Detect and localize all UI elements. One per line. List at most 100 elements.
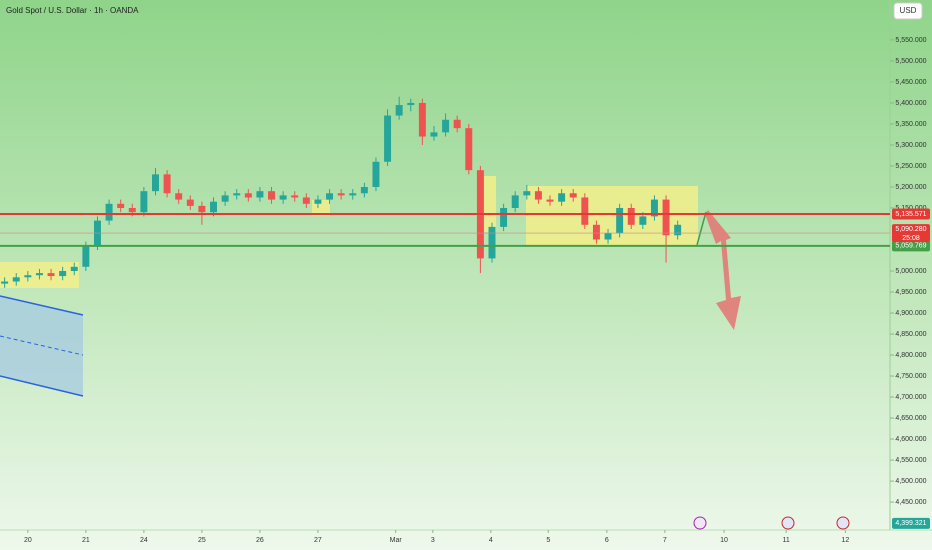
channel-line (0, 375, 84, 397)
channel-midline (0, 335, 84, 356)
y-tick-label: 4,650.000 (895, 415, 926, 422)
candle-body (407, 102, 415, 106)
candle-body (268, 191, 276, 200)
price-tag (892, 517, 930, 529)
candle-body (395, 105, 403, 116)
candle-body (140, 191, 148, 213)
candle-body (500, 207, 508, 227)
candle-body (442, 119, 450, 133)
candle-body (47, 273, 55, 277)
y-tick-label: 5,550.000 (895, 37, 926, 44)
candle-body (82, 245, 90, 267)
candle-body (128, 207, 136, 213)
y-tick-label: 4,600.000 (895, 436, 926, 443)
candle-body (221, 195, 229, 202)
candle-body (337, 193, 345, 196)
y-tick-label: 5,300.000 (895, 142, 926, 149)
candle-body (569, 193, 577, 198)
x-tick-label: 5 (546, 537, 550, 544)
y-tick-label: 4,800.000 (895, 352, 926, 359)
price-tag-label: 4,399.321 (895, 520, 926, 527)
y-tick-label: 5,150.000 (895, 205, 926, 212)
x-tick-label: 4 (489, 537, 493, 544)
price-tag (892, 208, 930, 220)
candle-body (291, 195, 299, 198)
candle-body (534, 191, 542, 200)
x-tick-label: 11 (783, 537, 790, 544)
x-tick-label: 6 (605, 537, 609, 544)
y-tick-label: 5,400.000 (895, 100, 926, 107)
candle-body (523, 191, 531, 196)
candle-body (152, 174, 159, 192)
candle-body (12, 277, 20, 282)
price-tag-label: 5,090.280 (895, 226, 926, 233)
projection-arrow (705, 210, 741, 330)
candle-body (511, 195, 519, 208)
price-tag-label: 5,135.571 (895, 211, 926, 218)
candle-body (592, 224, 600, 240)
channel-line (0, 295, 84, 316)
candle-body (616, 207, 624, 234)
candle-body (175, 193, 183, 200)
y-tick-label: 5,000.000 (895, 268, 926, 275)
x-tick-label: 25 (198, 537, 206, 544)
zone-box (484, 176, 496, 232)
candle-body (198, 205, 206, 213)
currency-button[interactable] (893, 2, 923, 20)
candle-body (1, 281, 9, 284)
price-tag (892, 240, 930, 252)
y-tick-label: 5,200.000 (895, 184, 926, 191)
candle-body (418, 102, 426, 137)
y-tick-label: 4,450.000 (895, 499, 926, 506)
currency-label[interactable]: USD (900, 6, 917, 15)
candle-body (233, 193, 241, 196)
countdown: 25:08 (902, 235, 920, 242)
y-tick-label: 5,500.000 (895, 58, 926, 65)
price-tag (892, 224, 930, 243)
candle-body (488, 226, 496, 259)
candle-body (384, 115, 392, 162)
candle-body (210, 201, 217, 213)
candle-body (349, 193, 357, 196)
candle-body (314, 199, 322, 204)
y-tick-label: 4,950.000 (895, 289, 926, 296)
x-tick-label: 10 (720, 537, 728, 544)
x-tick-label: Mar (390, 537, 403, 544)
candle-body (117, 203, 125, 208)
y-tick-label: 5,450.000 (895, 79, 926, 86)
y-tick-label: 4,850.000 (895, 331, 926, 338)
projection-line (696, 211, 707, 246)
y-tick-label: 5,250.000 (895, 163, 926, 170)
candle-body (256, 191, 264, 198)
candle-body (24, 275, 32, 278)
candle-body (279, 195, 287, 200)
candle-body (163, 174, 171, 194)
x-tick-label: 3 (431, 537, 435, 544)
y-tick-label: 4,550.000 (895, 457, 926, 464)
candle-body (186, 199, 194, 206)
y-tick-label: 4,900.000 (895, 310, 926, 317)
candle-body (430, 132, 438, 137)
y-tick-label: 4,500.000 (895, 478, 926, 485)
candle-body (70, 266, 78, 272)
candle-body (604, 233, 612, 240)
event-icon[interactable] (693, 516, 707, 530)
x-tick-label: 20 (24, 537, 32, 544)
candle-body (662, 199, 670, 236)
candle-body (372, 161, 380, 187)
event-icon[interactable] (781, 516, 795, 530)
x-tick-label: 12 (841, 537, 849, 544)
candle-body (627, 207, 635, 225)
candle-body (674, 224, 682, 236)
candle-body (326, 193, 334, 200)
chart-title: Gold Spot / U.S. Dollar · 1h · OANDA (6, 6, 139, 15)
candle-body (453, 119, 461, 129)
candle-body (59, 271, 67, 277)
x-tick-label: 27 (314, 537, 322, 544)
candle-body (639, 216, 647, 225)
zone-box (312, 200, 330, 216)
candle-body (35, 273, 43, 276)
event-icon[interactable] (836, 516, 850, 530)
